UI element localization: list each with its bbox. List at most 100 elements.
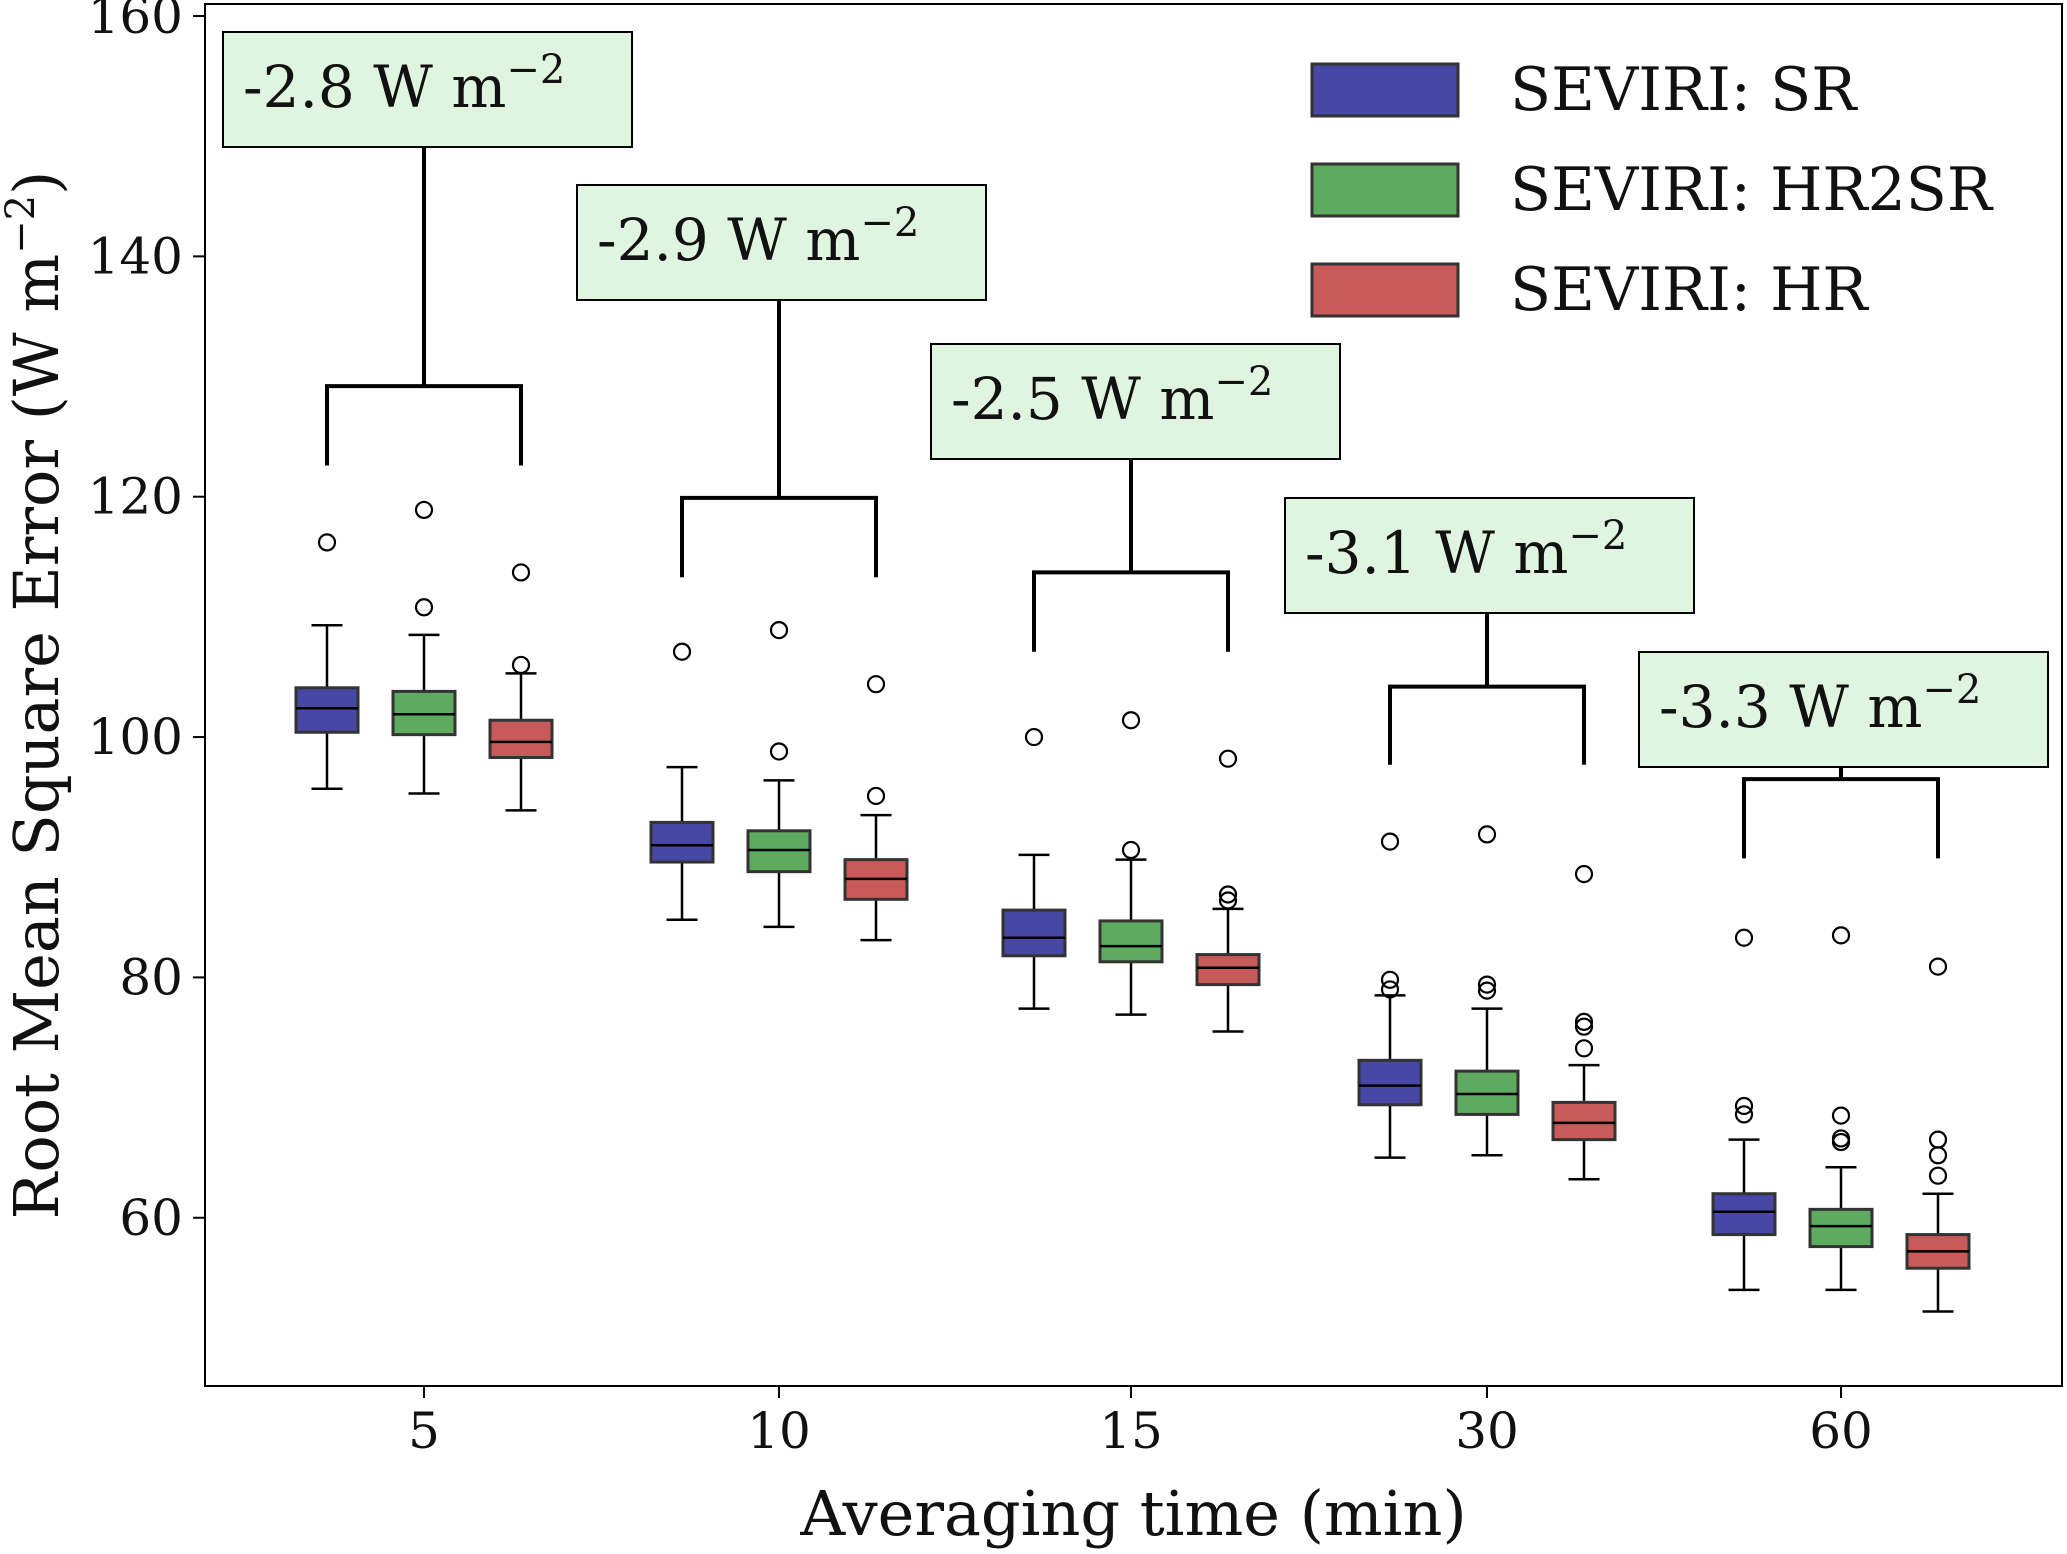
bracket	[1032, 570, 1230, 652]
y-tick-label: 60	[119, 1189, 183, 1247]
outlier-point	[1574, 1012, 1594, 1031]
bracket	[325, 384, 523, 466]
outlier-point	[1380, 832, 1400, 851]
annotation-box	[930, 343, 1341, 460]
box-seviri-sr-60	[1711, 928, 1777, 1292]
outlier-point	[1477, 981, 1497, 1000]
outlier-point	[866, 675, 886, 694]
outlier-point	[672, 642, 692, 661]
outlier-point	[1477, 825, 1497, 844]
box-seviri-hr-5	[488, 563, 554, 812]
annotation-label: -3.3 W m−2	[1659, 667, 1981, 741]
legend-item: SEVIRI: HR	[1310, 255, 1869, 325]
outlier-point	[1380, 970, 1400, 989]
outlier-point	[511, 563, 531, 582]
outlier-point	[1928, 1146, 1948, 1165]
box-seviri-hr-30	[1551, 864, 1617, 1181]
difference-annotation-30: -3.1 W m−2	[1284, 497, 1695, 765]
y-axis-title-main: Root Mean Square Error (W m	[0, 254, 73, 1219]
iqr-box	[1711, 1192, 1777, 1237]
outlier-point	[414, 598, 434, 617]
outlier-point	[1218, 749, 1238, 768]
y-tick-label: 160	[88, 0, 183, 45]
outlier-point	[1831, 1129, 1851, 1148]
outlier-point	[511, 655, 531, 675]
iqr-box	[1808, 1207, 1874, 1249]
y-tick-label: 100	[88, 708, 183, 766]
iqr-box	[1551, 1100, 1617, 1142]
outlier-point	[1218, 891, 1238, 910]
legend-label: SEVIRI: HR	[1510, 255, 1869, 325]
annotation-value: -2.5 W m	[951, 365, 1214, 433]
outlier-point	[1218, 885, 1238, 904]
outlier-point	[1831, 1106, 1851, 1125]
annotation-value: -3.1 W m	[1305, 519, 1568, 587]
box-seviri-hr-10	[843, 675, 909, 942]
annotation-box	[1638, 651, 2049, 768]
box-seviri-hr2sr-30	[1454, 825, 1520, 1157]
box-seviri-hr-60	[1905, 957, 1971, 1313]
outlier-point	[1380, 980, 1400, 999]
y-axis-title-exponent: −2	[0, 195, 44, 254]
outlier-point	[769, 621, 789, 640]
box-seviri-sr-15	[1001, 727, 1067, 1010]
annotation-label: -3.1 W m−2	[1305, 513, 1627, 587]
x-axis-title: Averaging time (min)	[799, 1477, 1466, 1550]
annotation-exponent: −2	[1568, 513, 1627, 559]
difference-annotation-15: -2.5 W m−2	[930, 343, 1341, 652]
x-tick-label: 60	[1809, 1402, 1873, 1460]
outlier-point	[1928, 1130, 1948, 1149]
iqr-box	[1357, 1058, 1423, 1107]
annotation-value: -3.3 W m	[1659, 673, 1922, 741]
bracket	[1742, 777, 1940, 859]
box-seviri-sr-30	[1357, 832, 1423, 1159]
annotation-label: -2.5 W m−2	[951, 359, 1273, 433]
box-seviri-hr2sr-60	[1808, 926, 1874, 1292]
annotation-box	[1284, 497, 1695, 614]
y-tick-label: 140	[88, 227, 183, 285]
legend-item: SEVIRI: HR2SR	[1310, 155, 1994, 225]
outlier-point	[1734, 928, 1754, 947]
box-seviri-sr-5	[294, 533, 360, 790]
outlier-point	[1734, 1105, 1754, 1124]
legend-label: SEVIRI: HR2SR	[1510, 155, 1994, 225]
x-tick-label: 15	[1099, 1402, 1163, 1460]
y-axis-title-group: Root Mean Square Error (W m−2)	[0, 171, 73, 1220]
x-tick-label: 10	[747, 1402, 811, 1460]
difference-annotation-5: -2.8 W m−2	[222, 31, 633, 466]
difference-annotation-10: -2.9 W m−2	[576, 184, 987, 578]
box-seviri-hr2sr-15	[1098, 711, 1164, 1016]
legend: SEVIRI: SR SEVIRI: HR2SR SEVIRI: HR	[1310, 55, 1994, 325]
outlier-point	[1574, 864, 1594, 884]
legend-item: SEVIRI: SR	[1310, 55, 1858, 125]
x-axis: 5 10 15 30 60	[408, 1386, 1873, 1460]
annotation-exponent: −2	[1922, 667, 1981, 713]
y-axis-title: Root Mean Square Error (W m−2)	[0, 171, 73, 1220]
legend-swatch	[1310, 262, 1460, 318]
annotation-exponent: −2	[860, 200, 919, 246]
outlier-point	[769, 742, 789, 761]
plot-frame	[204, 3, 2063, 1387]
iqr-box	[1195, 953, 1261, 987]
y-tick-label: 80	[119, 948, 183, 1006]
outlier-point	[1831, 1132, 1851, 1152]
annotations: -2.8 W m−2-2.9 W m−2-2.5 W m−2-3.1 W m−2…	[222, 31, 2049, 859]
outlier-point	[866, 786, 886, 806]
iqr-box	[294, 686, 360, 734]
box-plots	[294, 500, 1971, 1313]
legend-label: SEVIRI: SR	[1510, 55, 1858, 125]
annotation-label: -2.8 W m−2	[243, 47, 565, 121]
iqr-box	[1098, 919, 1164, 964]
x-tick-label: 30	[1455, 1402, 1519, 1460]
annotation-box	[222, 31, 633, 148]
outlier-point	[1574, 1039, 1594, 1058]
annotation-box	[576, 184, 987, 301]
box-seviri-hr-15	[1195, 749, 1261, 1033]
y-tick-label: 120	[88, 468, 183, 526]
outlier-point	[317, 533, 337, 552]
outlier-point	[1477, 975, 1497, 994]
y-axis: 60 80 100 120 140 160	[88, 0, 205, 1247]
outlier-point	[1121, 711, 1141, 730]
iqr-box	[1001, 908, 1067, 958]
